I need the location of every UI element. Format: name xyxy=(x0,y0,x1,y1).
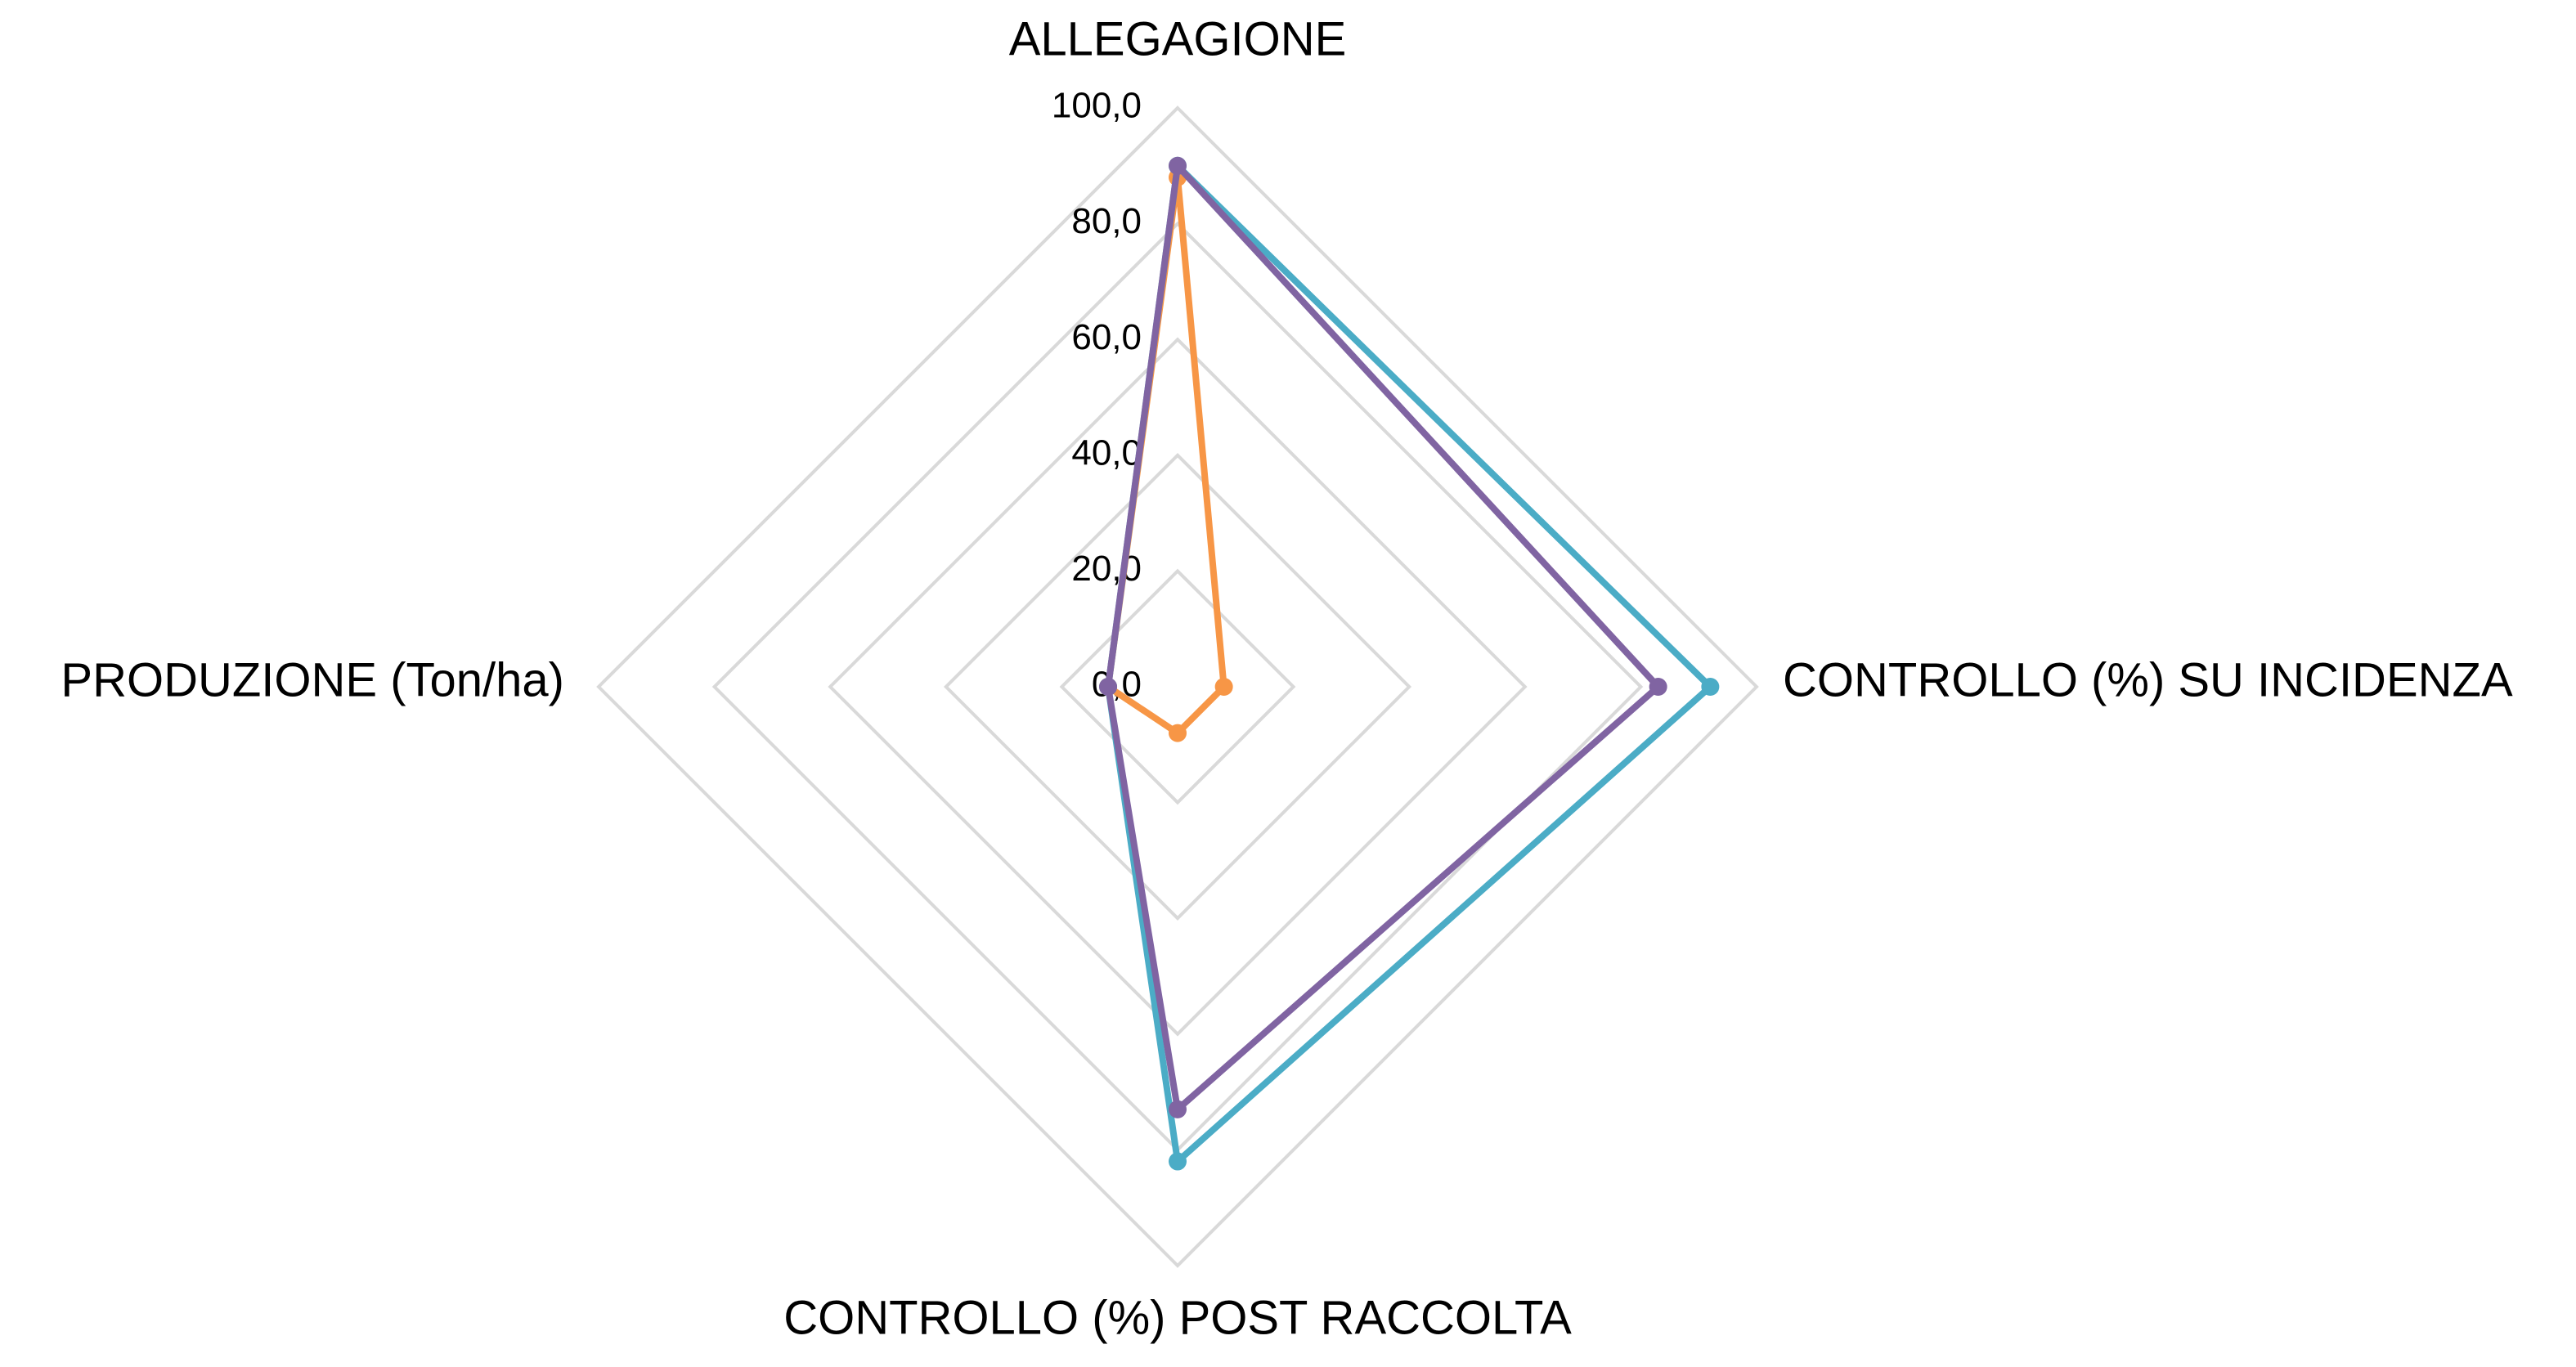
data-point xyxy=(1214,678,1233,696)
grid-ring xyxy=(711,221,1644,1153)
data-point xyxy=(1099,678,1118,696)
data-point xyxy=(1169,1152,1187,1171)
data-point xyxy=(1701,678,1720,696)
tick-label: 60,0 xyxy=(1071,317,1142,357)
category-label: CONTROLLO (%) SU INCIDENZA xyxy=(1783,653,2513,706)
category-label: PRODUZIONE (Ton/ha) xyxy=(61,653,564,706)
data-point xyxy=(1169,1100,1187,1118)
data-point xyxy=(1649,678,1667,696)
grid-ring xyxy=(596,105,1759,1268)
data-point xyxy=(1169,724,1187,742)
tick-label: 100,0 xyxy=(1052,86,1142,126)
grid-ring xyxy=(1059,568,1296,805)
category-label: CONTROLLO (%) POST RACCOLTA xyxy=(783,1291,1572,1344)
grid-ring xyxy=(828,337,1528,1037)
tick-label: 40,0 xyxy=(1071,433,1142,473)
tick-label: 80,0 xyxy=(1071,201,1142,241)
grid-ring xyxy=(943,452,1412,921)
data-point xyxy=(1169,156,1187,175)
tick-label: 20,0 xyxy=(1071,549,1142,589)
category-label: ALLEGAGIONE xyxy=(1009,12,1347,65)
